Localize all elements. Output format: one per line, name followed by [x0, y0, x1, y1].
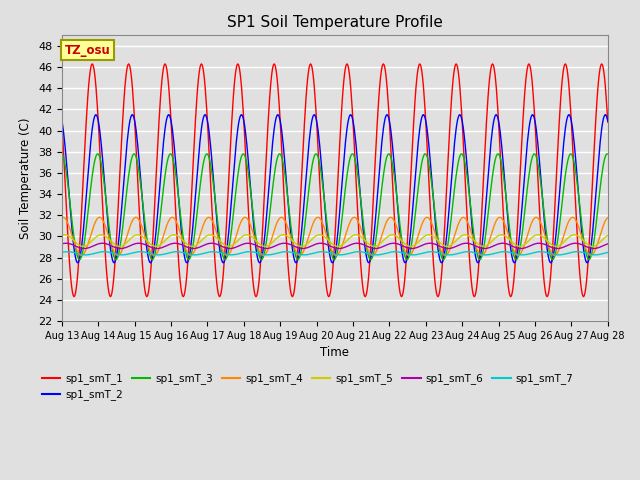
- Line: sp1_smT_6: sp1_smT_6: [62, 243, 608, 249]
- sp1_smT_2: [74, 260, 82, 265]
- sp1_smT_5: [556, 243, 563, 249]
- sp1_smT_5: [435, 239, 442, 244]
- sp1_smT_3: [179, 235, 187, 240]
- sp1_smT_2: [604, 118, 612, 124]
- sp1_smT_2: [381, 117, 388, 122]
- sp1_smT_7: [179, 250, 187, 255]
- sp1_smT_3: [93, 151, 101, 157]
- sp1_smT_2: [92, 112, 100, 118]
- sp1_smT_3: [381, 163, 388, 168]
- sp1_smT_6: [203, 241, 211, 247]
- sp1_smT_2: [556, 193, 563, 199]
- sp1_smT_5: [328, 240, 335, 246]
- sp1_smT_2: [179, 246, 187, 252]
- sp1_smT_6: [58, 241, 66, 247]
- sp1_smT_4: [604, 215, 612, 221]
- sp1_smT_4: [58, 215, 66, 221]
- sp1_smT_6: [556, 245, 563, 251]
- sp1_smT_1: [556, 119, 563, 125]
- sp1_smT_7: [381, 251, 388, 256]
- sp1_smT_7: [328, 251, 335, 256]
- sp1_smT_2: [435, 251, 442, 257]
- sp1_smT_1: [179, 294, 187, 300]
- sp1_smT_4: [223, 252, 231, 258]
- sp1_smT_1: [435, 293, 442, 299]
- sp1_smT_7: [63, 249, 71, 254]
- sp1_smT_4: [435, 241, 442, 247]
- sp1_smT_7: [58, 250, 66, 255]
- sp1_smT_4: [205, 215, 213, 220]
- Line: sp1_smT_2: sp1_smT_2: [62, 115, 608, 263]
- sp1_smT_1: [203, 107, 211, 112]
- sp1_smT_5: [79, 243, 87, 249]
- Text: TZ_osu: TZ_osu: [65, 44, 111, 57]
- Legend: sp1_smT_1, sp1_smT_2, sp1_smT_3, sp1_smT_4, sp1_smT_5, sp1_smT_6, sp1_smT_7: sp1_smT_1, sp1_smT_2, sp1_smT_3, sp1_smT…: [37, 369, 578, 405]
- sp1_smT_5: [179, 238, 187, 243]
- Line: sp1_smT_4: sp1_smT_4: [62, 217, 608, 255]
- sp1_smT_5: [604, 233, 612, 239]
- sp1_smT_4: [328, 248, 335, 253]
- sp1_smT_4: [202, 218, 209, 224]
- sp1_smT_6: [179, 242, 187, 248]
- sp1_smT_1: [88, 61, 96, 67]
- sp1_smT_6: [328, 244, 335, 250]
- sp1_smT_4: [556, 246, 563, 252]
- sp1_smT_6: [604, 241, 612, 247]
- sp1_smT_4: [381, 223, 388, 229]
- Line: sp1_smT_7: sp1_smT_7: [62, 252, 608, 255]
- sp1_smT_6: [62, 240, 70, 246]
- sp1_smT_1: [328, 278, 335, 284]
- sp1_smT_7: [556, 252, 563, 258]
- sp1_smT_7: [604, 250, 612, 255]
- sp1_smT_7: [203, 250, 211, 255]
- sp1_smT_4: [178, 234, 186, 240]
- sp1_smT_7: [81, 252, 89, 258]
- sp1_smT_7: [435, 250, 442, 256]
- Line: sp1_smT_5: sp1_smT_5: [62, 235, 608, 246]
- sp1_smT_1: [70, 294, 78, 300]
- sp1_smT_3: [435, 240, 442, 246]
- sp1_smT_1: [381, 65, 388, 71]
- sp1_smT_2: [203, 115, 211, 120]
- sp1_smT_3: [203, 151, 211, 157]
- sp1_smT_6: [80, 246, 88, 252]
- sp1_smT_3: [58, 151, 66, 157]
- sp1_smT_3: [328, 252, 335, 258]
- sp1_smT_1: [58, 119, 66, 125]
- Y-axis label: Soil Temperature (C): Soil Temperature (C): [19, 118, 33, 239]
- sp1_smT_3: [76, 257, 83, 263]
- Line: sp1_smT_1: sp1_smT_1: [62, 64, 608, 297]
- sp1_smT_5: [203, 233, 211, 239]
- Line: sp1_smT_3: sp1_smT_3: [62, 154, 608, 260]
- sp1_smT_6: [435, 243, 442, 249]
- sp1_smT_5: [381, 236, 388, 242]
- sp1_smT_2: [328, 260, 335, 265]
- sp1_smT_6: [381, 243, 388, 249]
- X-axis label: Time: Time: [321, 346, 349, 359]
- sp1_smT_5: [58, 233, 66, 239]
- sp1_smT_2: [58, 118, 66, 124]
- sp1_smT_5: [61, 232, 68, 238]
- sp1_smT_3: [556, 226, 563, 231]
- sp1_smT_1: [604, 119, 612, 125]
- Title: SP1 Soil Temperature Profile: SP1 Soil Temperature Profile: [227, 15, 443, 30]
- sp1_smT_3: [604, 151, 612, 157]
